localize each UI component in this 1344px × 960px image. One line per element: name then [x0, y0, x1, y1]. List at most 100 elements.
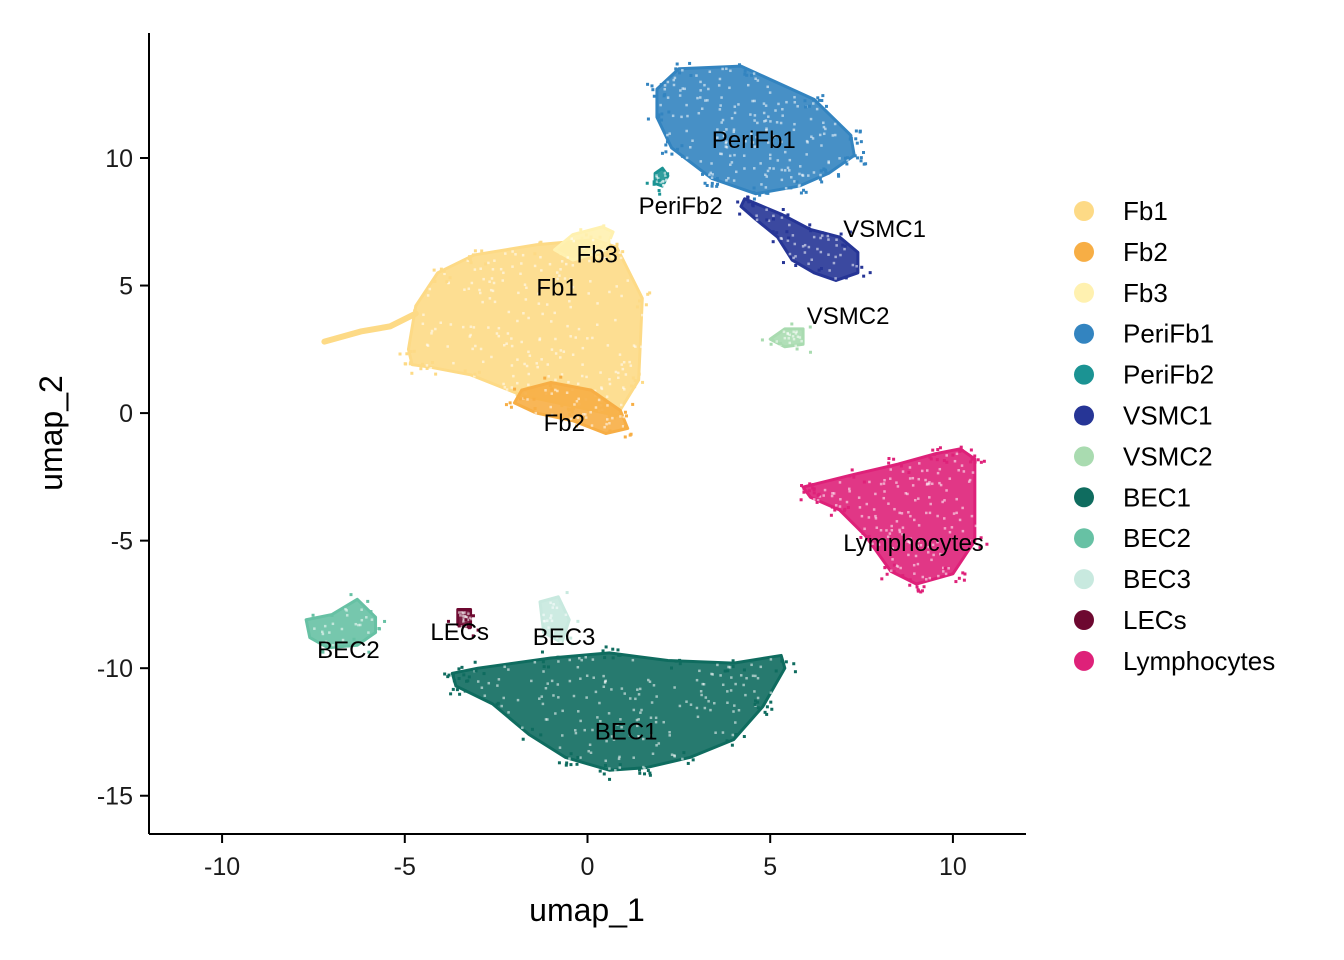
cluster-lymphocytes-point — [899, 464, 903, 468]
cluster-fb1-point — [487, 326, 490, 329]
cluster-perifb1-point — [718, 108, 722, 111]
cluster-fb1-point — [502, 382, 505, 386]
cluster-lymphocytes-point — [889, 569, 893, 573]
cluster-vsmc1-point — [834, 255, 837, 259]
cluster-lymphocytes-point — [895, 564, 898, 567]
cluster-fb1-point — [546, 363, 550, 366]
cluster-bec1-point — [638, 687, 642, 691]
cluster-lymphocytes-point — [850, 468, 854, 472]
cluster-perifb1-point — [703, 181, 707, 185]
cluster-fb1-point — [479, 267, 482, 270]
cluster-lymphocytes-point — [908, 583, 912, 587]
legend-key-bec3 — [1074, 569, 1094, 590]
cluster-fb2-point — [623, 410, 627, 414]
cluster-bec1-point — [674, 659, 678, 663]
cluster-bec1-point — [569, 752, 573, 756]
cluster-lymphocytes-point — [961, 506, 964, 510]
cluster-fb1-point — [502, 271, 505, 275]
legend-label-perifb2: PeriFb2 — [1123, 360, 1214, 390]
cluster-fb2-point — [544, 389, 547, 392]
cluster-bec1-point — [769, 691, 773, 695]
legend-key-vsmc2 — [1074, 446, 1094, 467]
cluster-fb1-point — [536, 365, 539, 369]
cluster-lymphocytes-point — [908, 466, 912, 469]
cluster-perifb1-point — [781, 107, 784, 111]
cluster-perifb1-point — [678, 94, 682, 97]
cluster-fb1-point — [469, 333, 472, 337]
cluster-lymphocytes-point — [961, 529, 965, 533]
cluster-bec1-point — [754, 699, 758, 703]
cluster-lymphocytes-point — [957, 576, 961, 580]
cluster-bec1-point — [576, 665, 580, 669]
cluster-lymphocytes-point — [942, 459, 946, 463]
legend-label-fb2: Fb2 — [1123, 237, 1168, 267]
cluster-bec1-point — [678, 658, 682, 662]
cluster-fb1-point — [474, 344, 477, 348]
cluster-lymphocytes-point — [871, 542, 874, 546]
cluster-perifb1-point — [745, 73, 749, 77]
cluster-lymphocytes-point — [888, 477, 892, 480]
cluster-fb2-point — [576, 416, 580, 420]
legend-label-fb3: Fb3 — [1123, 278, 1168, 308]
cluster-bec3-point — [571, 642, 575, 646]
cluster-bec1-point — [710, 672, 713, 676]
cluster-lymphocytes-point — [957, 469, 960, 472]
cluster-fb2-point — [532, 397, 536, 401]
cluster-bec1-point — [466, 679, 470, 683]
cluster-vsmc1-point — [810, 258, 814, 261]
cluster-fb1-point — [618, 251, 622, 254]
cluster-bec1-point — [689, 703, 693, 706]
cluster-bec1-point — [769, 700, 773, 704]
cluster-lecs-point — [461, 611, 465, 615]
cluster-fb1-point — [469, 261, 473, 265]
cluster-vsmc1-point — [738, 212, 742, 216]
cluster-bec1-point — [460, 665, 464, 669]
cluster-perifb2-point — [652, 182, 656, 186]
cluster-lymphocytes-point — [812, 488, 816, 492]
cluster-bec2-point — [341, 638, 345, 642]
cluster-bec1-point — [451, 687, 455, 691]
cluster-fb1-point — [523, 362, 526, 366]
cluster-bec1-point — [678, 662, 682, 666]
cluster-bec2-point — [330, 613, 334, 617]
cluster-fb1-point — [409, 360, 413, 364]
cluster-perifb1-point — [675, 147, 679, 151]
cluster-fb1-point — [599, 371, 602, 374]
cluster-bec1-point — [607, 712, 611, 715]
cluster-lymphocytes-point — [890, 529, 894, 532]
cluster-fb1-point — [482, 277, 485, 281]
cluster-perifb1-point — [671, 114, 675, 118]
cluster-fb1-point — [620, 363, 624, 366]
cluster-bec2-point — [321, 650, 325, 654]
cluster-perifb1-point — [718, 77, 722, 81]
cluster-fb2-point — [554, 388, 557, 392]
cluster-bec1-point — [678, 704, 682, 708]
cluster-fb1-point — [633, 385, 637, 389]
y-tick-label: 10 — [105, 145, 133, 173]
cluster-lymphocytes-point — [887, 502, 890, 505]
cluster-vsmc1-point — [783, 214, 787, 218]
cluster-bec2-point — [359, 623, 362, 627]
cluster-fb2-point — [577, 397, 580, 401]
cluster-fb1-point — [495, 332, 499, 335]
cluster-lymphocytes-point — [908, 541, 912, 545]
cluster-perifb2-point — [645, 181, 649, 185]
cluster-bec3-point — [569, 636, 573, 640]
cluster-lymphocytes-point — [896, 485, 900, 488]
cluster-perifb1-point — [797, 185, 801, 188]
cluster-perifb1-point — [722, 130, 726, 134]
cluster-vsmc1-point — [736, 200, 740, 204]
cluster-fb1-point — [472, 326, 476, 329]
cluster-bec1-point — [734, 732, 738, 736]
cluster-perifb1-point — [764, 119, 768, 122]
cluster-fb1-point — [576, 382, 580, 386]
cluster-lymphocytes-point — [979, 460, 983, 464]
cluster-fb2-point — [556, 389, 559, 393]
cluster-lymphocytes-point — [906, 540, 909, 543]
cluster-vsmc1-point — [820, 231, 824, 235]
cluster-fb1-point — [466, 259, 470, 263]
cluster-bec1-point — [598, 701, 601, 705]
cluster-perifb1-point — [804, 190, 808, 194]
y-tick-label: -15 — [97, 783, 133, 811]
cluster-bec2-point — [360, 618, 364, 622]
